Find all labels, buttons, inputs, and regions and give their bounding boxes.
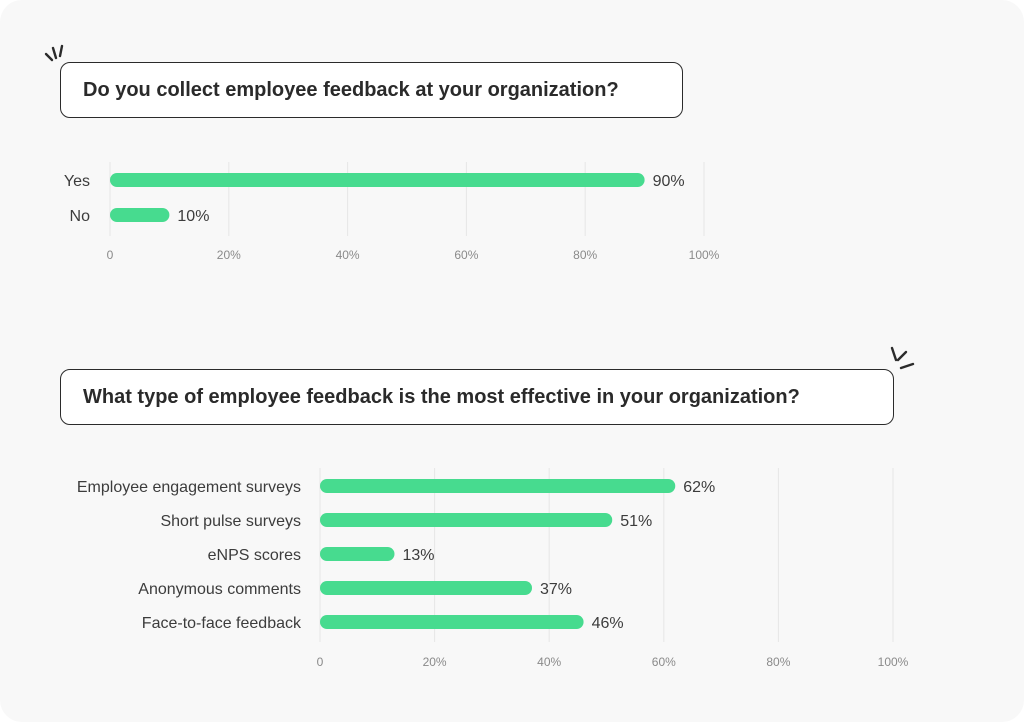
- value-label: 46%: [592, 615, 624, 632]
- sparkle-lines-icon: [44, 44, 64, 62]
- bar: [320, 615, 584, 629]
- value-label: 90%: [653, 173, 685, 190]
- bar: [320, 479, 676, 493]
- x-tick-label: 60%: [652, 655, 676, 669]
- question-1-box: Do you collect employee feedback at your…: [60, 62, 683, 118]
- x-tick-label: 100%: [878, 655, 909, 669]
- value-label: 51%: [620, 513, 652, 530]
- x-tick-label: 20%: [217, 248, 241, 262]
- category-label: No: [70, 208, 91, 225]
- question-1-text: Do you collect employee feedback at your…: [83, 78, 619, 101]
- bar: [320, 547, 395, 561]
- value-label: 37%: [540, 581, 572, 598]
- x-tick-label: 40%: [336, 248, 360, 262]
- x-tick-label: 60%: [454, 248, 478, 262]
- bar: [110, 208, 170, 222]
- category-label: eNPS scores: [208, 547, 301, 564]
- value-label: 10%: [177, 208, 209, 225]
- value-label: 13%: [402, 547, 434, 564]
- x-tick-label: 100%: [689, 248, 720, 262]
- category-label: Employee engagement surveys: [77, 479, 301, 496]
- category-label: Yes: [64, 173, 90, 190]
- bar: [320, 513, 613, 527]
- question-2-box: What type of employee feedback is the mo…: [60, 369, 894, 425]
- category-label: Short pulse surveys: [160, 513, 301, 530]
- value-label: 62%: [683, 479, 715, 496]
- question-2-text: What type of employee feedback is the mo…: [83, 385, 800, 408]
- bar: [110, 173, 645, 187]
- bar: [320, 581, 533, 595]
- sparkle-lines-icon: [890, 346, 915, 370]
- x-tick-label: 80%: [573, 248, 597, 262]
- x-tick-label: 20%: [423, 655, 447, 669]
- category-label: Anonymous comments: [138, 581, 301, 598]
- x-tick-label: 0: [107, 248, 114, 262]
- category-label: Face-to-face feedback: [142, 615, 302, 632]
- x-tick-label: 80%: [766, 655, 790, 669]
- x-tick-label: 40%: [537, 655, 561, 669]
- x-tick-label: 0: [317, 655, 324, 669]
